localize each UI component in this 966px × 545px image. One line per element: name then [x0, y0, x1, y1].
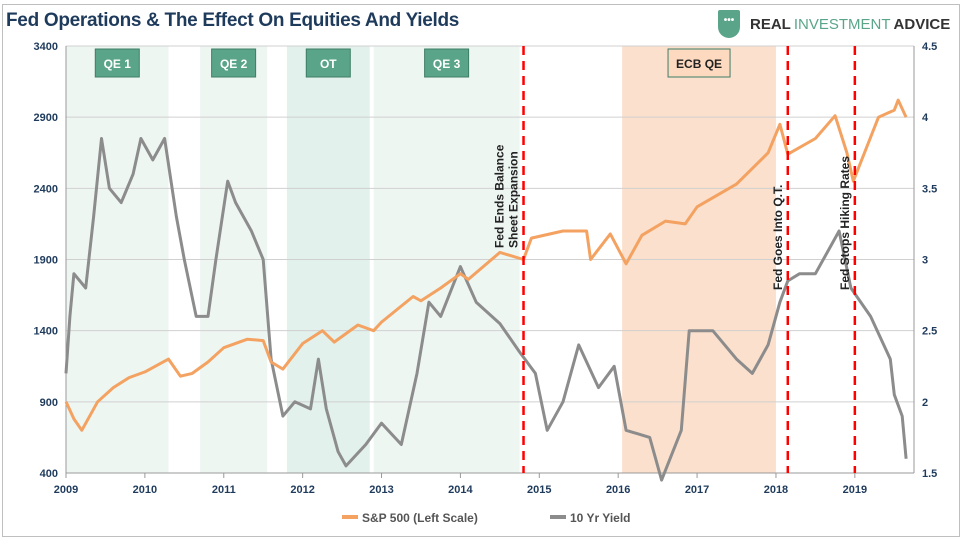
x-tick-label: 2015: [527, 484, 551, 496]
y-left-tick-label: 2900: [34, 112, 58, 124]
region-label: ECB QE: [676, 57, 722, 71]
series-line-10yr-yield: [64, 137, 908, 482]
event-label: Fed Ends Balance: [493, 144, 507, 248]
y-left-tick-label: 900: [40, 397, 58, 409]
y-left-tick-label: 1400: [34, 326, 58, 338]
region-label: QE 1: [104, 57, 132, 71]
event-label: Sheet Expansion: [507, 151, 521, 248]
region-label-box: [94, 48, 140, 78]
region-label-box: [211, 48, 257, 78]
y-left-tick-label: 2400: [34, 183, 58, 195]
event-label: Fed Goes Into Q.T.: [771, 185, 785, 290]
x-tick-label: 2013: [369, 484, 393, 496]
region-label: OT: [320, 57, 337, 71]
y-right-tick-label: 4.5: [922, 41, 937, 53]
region-label-box: [305, 48, 351, 78]
x-tick-label: 2011: [212, 484, 236, 496]
region-label-box: [424, 48, 470, 78]
y-right-tick-label: 2: [922, 397, 928, 409]
region-label: QE 3: [433, 57, 461, 71]
legend-label: 10 Yr Yield: [570, 511, 631, 525]
y-right-tick-label: 1.5: [922, 468, 937, 480]
chart-title: Fed Operations & The Effect On Equities …: [6, 10, 460, 31]
y-left-tick-label: 400: [40, 468, 58, 480]
x-tick-label: 2014: [448, 484, 473, 496]
event-label: Fed Stops Hiking Rates: [838, 156, 852, 290]
y-right-tick-label: 4: [922, 112, 929, 124]
region-label: QE 2: [220, 57, 248, 71]
y-right-tick-label: 2.5: [922, 326, 937, 338]
x-tick-label: 2012: [290, 484, 314, 496]
x-tick-label: 2010: [133, 484, 157, 496]
x-tick-label: 2017: [685, 484, 709, 496]
x-tick-label: 2009: [54, 484, 78, 496]
y-right-tick-label: 3: [922, 255, 928, 267]
y-left-tick-label: 1900: [34, 255, 58, 267]
series-line-sp500: [64, 98, 908, 432]
x-tick-label: 2018: [764, 484, 788, 496]
x-tick-label: 2016: [606, 484, 630, 496]
x-tick-label: 2019: [843, 484, 867, 496]
y-right-tick-label: 3.5: [922, 183, 937, 195]
legend-label: S&P 500 (Left Scale): [362, 511, 478, 525]
y-left-tick-label: 3400: [34, 41, 58, 53]
logo: ••• REAL INVESTMENT ADVICE: [718, 10, 950, 38]
shield-logo-icon: •••: [718, 10, 740, 38]
region-label-box: [667, 48, 731, 78]
